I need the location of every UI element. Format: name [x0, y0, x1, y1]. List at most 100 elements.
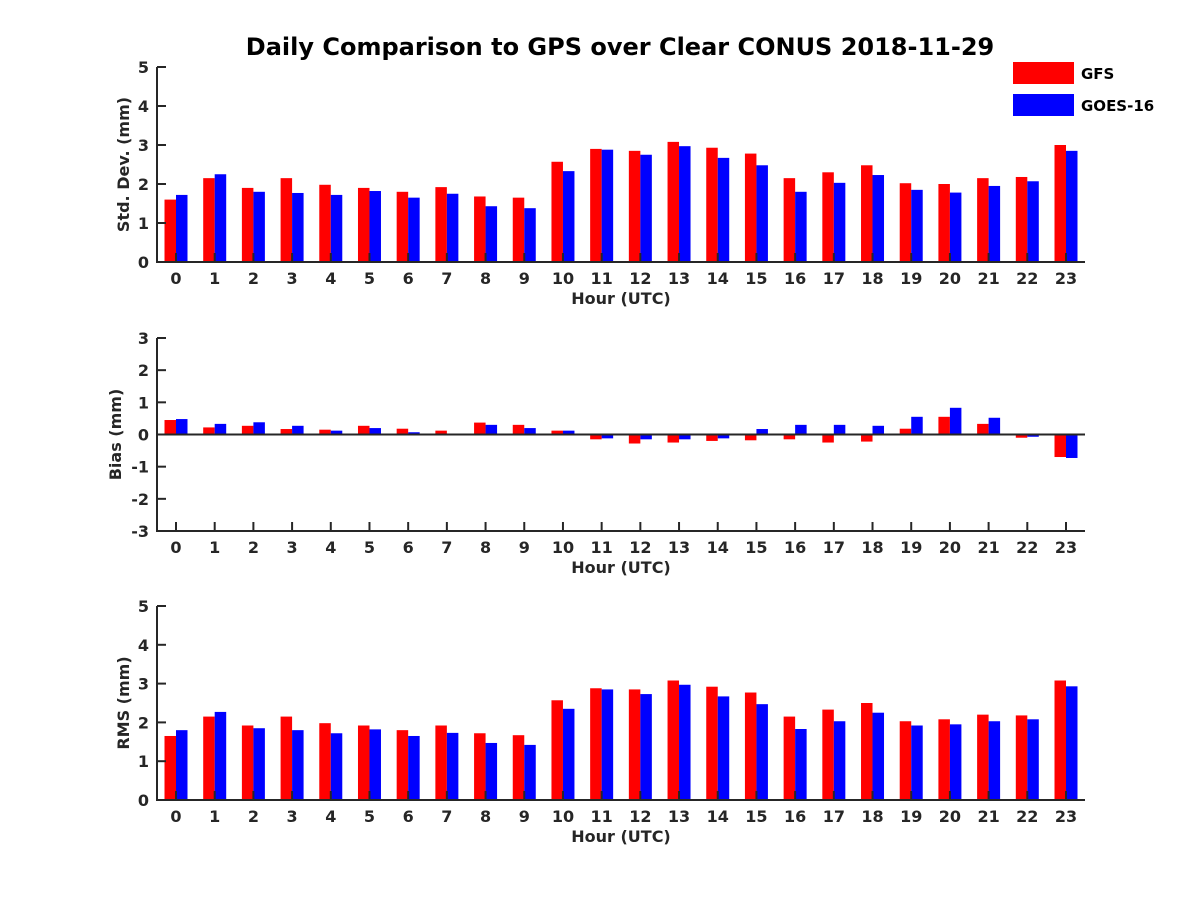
y-tick-label: 3: [138, 329, 149, 348]
x-tick-label: 22: [1016, 538, 1038, 557]
bar-goes16-6: [408, 197, 420, 262]
bar-goes16-14: [717, 434, 730, 439]
bar-gfs-15: [744, 434, 757, 441]
bar-goes16-15: [756, 165, 768, 262]
y-axis-label: RMS (mm): [114, 656, 133, 749]
bar-gfs-2: [241, 187, 254, 262]
x-axis-label: Hour (UTC): [571, 289, 671, 308]
bar-goes16-2: [253, 422, 265, 435]
x-tick-label: 22: [1016, 269, 1038, 288]
x-tick-label: 10: [552, 538, 574, 557]
legend-label-goes16: GOES-16: [1081, 97, 1154, 115]
bar-goes16-13: [679, 146, 691, 262]
bar-gfs-4: [319, 429, 331, 435]
y-tick-label: 0: [138, 253, 149, 272]
x-tick-label: 1: [209, 807, 220, 826]
bar-goes16-19: [911, 416, 923, 435]
x-tick-label: 23: [1055, 807, 1077, 826]
bar-goes16-1: [214, 711, 227, 800]
bar-goes16-23: [1066, 434, 1078, 458]
x-tick-label: 18: [861, 269, 883, 288]
bar-gfs-0: [164, 735, 176, 800]
bar-gfs-13: [667, 141, 680, 262]
x-tick-label: 5: [364, 538, 375, 557]
x-tick-label: 14: [707, 807, 729, 826]
x-tick-label: 9: [519, 538, 530, 557]
bar-gfs-8: [474, 422, 486, 435]
x-tick-label: 3: [287, 807, 298, 826]
bar-gfs-20: [938, 184, 950, 262]
y-tick-label: 4: [138, 636, 149, 655]
bar-goes16-17: [833, 182, 846, 262]
x-tick-label: 6: [403, 269, 414, 288]
y-tick-label: 2: [138, 713, 149, 732]
y-tick-label: 1: [138, 752, 149, 771]
bar-goes16-3: [292, 425, 304, 435]
x-tick-label: 21: [977, 807, 999, 826]
bar-goes16-11: [601, 149, 614, 262]
x-tick-label: 21: [977, 538, 999, 557]
bar-goes16-0: [176, 194, 188, 262]
bar-gfs-23: [1054, 434, 1066, 458]
x-tick-label: 10: [552, 269, 574, 288]
bar-goes16-23: [1066, 150, 1078, 262]
bar-goes16-3: [292, 192, 304, 262]
bar-gfs-16: [783, 178, 796, 262]
bar-gfs-8: [474, 733, 486, 800]
y-tick-label: 0: [138, 791, 149, 810]
x-tick-label: 9: [519, 807, 530, 826]
bar-gfs-6: [396, 428, 409, 435]
bar-goes16-8: [485, 206, 498, 262]
x-tick-label: 12: [629, 538, 651, 557]
bar-goes16-8: [485, 742, 498, 800]
bar-gfs-21: [977, 178, 989, 262]
y-tick-label: -3: [131, 522, 149, 541]
y-tick-label: 3: [138, 136, 149, 155]
bar-gfs-1: [203, 427, 215, 435]
x-tick-label: 2: [248, 538, 259, 557]
bar-gfs-6: [396, 730, 409, 800]
legend-swatch-goes16: [1013, 94, 1074, 116]
chart-title: Daily Comparison to GPS over Clear CONUS…: [246, 33, 994, 61]
x-tick-label: 21: [977, 269, 999, 288]
bar-gfs-18: [861, 434, 873, 442]
bar-gfs-5: [357, 725, 370, 800]
bar-gfs-2: [241, 725, 254, 800]
x-tick-label: 0: [170, 538, 181, 557]
bar-goes16-7: [446, 732, 459, 800]
x-tick-label: 5: [364, 807, 375, 826]
x-axis-label: Hour (UTC): [571, 827, 671, 846]
bar-gfs-22: [1015, 434, 1028, 438]
bar-goes16-22: [1027, 434, 1039, 437]
bar-goes16-19: [911, 189, 923, 262]
x-tick-label: 17: [823, 538, 845, 557]
x-tick-label: 15: [745, 538, 767, 557]
bar-goes16-1: [214, 174, 227, 262]
bar-gfs-3: [280, 178, 293, 262]
bar-goes16-9: [524, 208, 536, 262]
y-axis-label: Bias (mm): [106, 389, 125, 481]
bar-gfs-17: [822, 709, 834, 800]
bar-gfs-1: [203, 178, 215, 262]
bar-gfs-20: [938, 719, 950, 800]
bar-goes16-15: [756, 429, 768, 435]
bar-gfs-7: [435, 725, 447, 800]
bar-gfs-19: [899, 428, 912, 435]
bar-goes16-6: [408, 432, 420, 435]
bar-gfs-11: [590, 688, 602, 800]
bar-goes16-3: [292, 730, 304, 800]
bar-gfs-12: [628, 689, 641, 800]
bar-goes16-19: [911, 725, 923, 800]
x-tick-label: 11: [591, 269, 613, 288]
x-axis-label: Hour (UTC): [571, 558, 671, 577]
x-tick-label: 12: [629, 807, 651, 826]
bar-gfs-10: [551, 700, 563, 800]
bar-gfs-22: [1015, 715, 1028, 800]
bar-goes16-18: [872, 712, 885, 800]
x-tick-label: 19: [900, 269, 922, 288]
x-tick-label: 7: [441, 807, 452, 826]
x-tick-label: 0: [170, 807, 181, 826]
bar-goes16-9: [524, 744, 536, 800]
